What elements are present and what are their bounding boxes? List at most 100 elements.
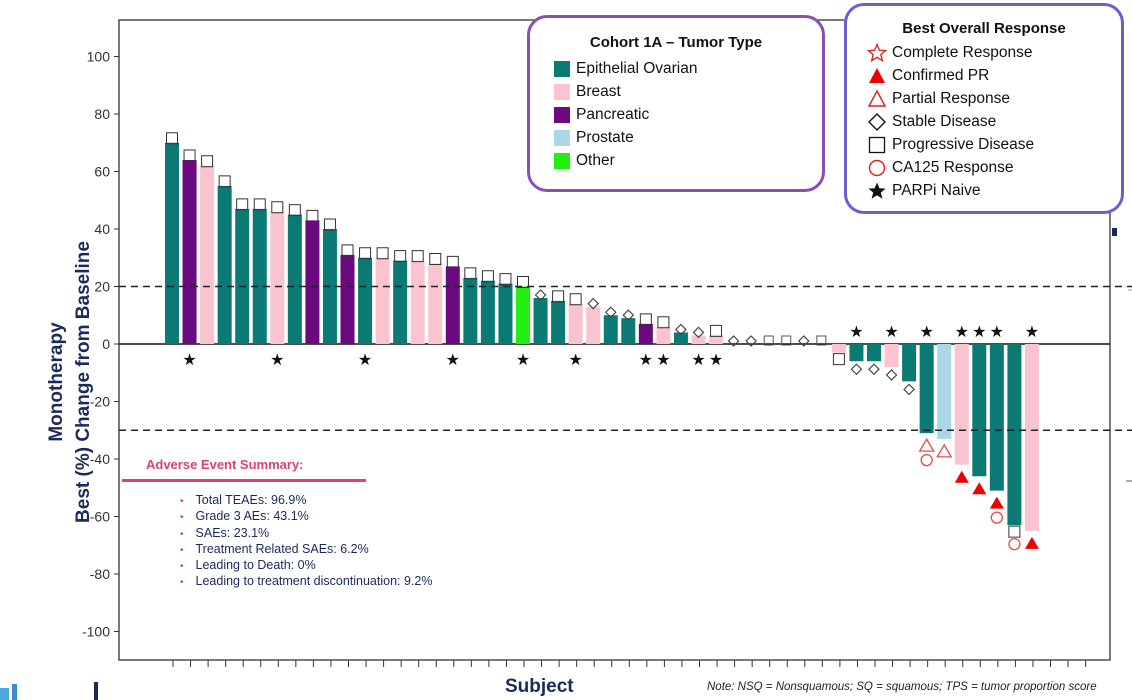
- bar: [182, 160, 197, 344]
- ca125-response-marker: [920, 453, 933, 467]
- adverse-event-list: • Total TEAEs: 96.9% • Grade 3 AEs: 43.1% • S…: [180, 492, 432, 590]
- response-legend-label: Partial Response: [892, 89, 1011, 107]
- progressive-disease-marker: [359, 247, 372, 260]
- bar: [831, 344, 846, 353]
- star-filled-icon: [868, 182, 886, 199]
- partial-response-marker: [936, 443, 953, 458]
- x-axis-label: Subject: [505, 676, 574, 697]
- progressive-disease-marker: [657, 316, 670, 329]
- y-tick-label: 80: [94, 106, 110, 122]
- legend-swatch: [554, 152, 570, 169]
- parpi-naive-star: ★: [516, 350, 530, 369]
- y-axis-label-line2: Best (%) Change from Baseline: [73, 241, 94, 523]
- response-legend-item: Progressive Disease: [867, 133, 1121, 156]
- y-tick-label: -100: [82, 624, 110, 640]
- bar: [586, 306, 601, 344]
- confirmed-pr-marker: [989, 496, 1004, 509]
- progressive-disease-marker: [569, 293, 582, 306]
- bar: [1024, 344, 1039, 531]
- bullet-icon: •: [180, 512, 184, 524]
- bar: [972, 344, 987, 477]
- diamond-icon: [868, 112, 886, 131]
- stable-disease-marker: [903, 383, 915, 396]
- response-legend-title: Best Overall Response: [902, 20, 1066, 37]
- y-tick-label: -20: [90, 394, 110, 410]
- progressive-disease-marker: [306, 209, 319, 222]
- parpi-naive-star: ★: [270, 350, 284, 369]
- parpi-naive-star: ★: [656, 350, 670, 369]
- progressive-disease-marker: [341, 244, 354, 257]
- triangle-outline-icon: [867, 89, 887, 107]
- progressive-disease-marker: [166, 132, 178, 145]
- stable-disease-marker: [587, 297, 600, 310]
- bar: [463, 277, 478, 344]
- response-legend-item: Complete Response: [867, 41, 1121, 64]
- bar: [445, 266, 460, 344]
- response-legend-item: PARPi Naive: [867, 179, 1121, 202]
- y-tick-label: 20: [94, 279, 110, 295]
- bar: [638, 323, 653, 344]
- progressive-disease-marker: [288, 204, 301, 217]
- tumor-legend-title: Cohort 1A – Tumor Type: [589, 34, 763, 51]
- response-markers: ★ ★ ★ ★ ★ ★ ★ ★ ★ ★★ ★ ★ ★ ★ ★ ★: [166, 132, 1039, 551]
- response-legend-item: Partial Response: [867, 87, 1121, 110]
- progressive-disease-marker: [499, 273, 512, 286]
- tumor-legend-items: Epithelial Ovarian Breast Pancreatic Prosta…: [530, 57, 822, 172]
- stable-disease-marker: [534, 289, 547, 301]
- bullet-icon: •: [180, 544, 184, 556]
- bullet-icon: •: [180, 528, 184, 540]
- progressive-disease-marker: [271, 201, 284, 214]
- tumor-legend-item: Other: [554, 149, 822, 172]
- bar: [217, 185, 232, 344]
- logo-fragment-icon: [0, 682, 98, 700]
- y-tick-label: 0: [102, 336, 110, 352]
- progressive-disease-marker: [323, 218, 336, 231]
- tumor-type-legend: Cohort 1A – Tumor Type Epithelial Ovaria…: [527, 15, 825, 192]
- parpi-naive-star: ★: [919, 322, 933, 341]
- response-legend-label: Confirmed PR: [892, 66, 990, 84]
- bullet-icon: •: [180, 577, 184, 589]
- response-legend-label: Stable Disease: [892, 112, 997, 130]
- right-edge-decoration: [1112, 228, 1132, 482]
- progressive-disease-marker: [218, 175, 231, 188]
- adverse-event-title: Adverse Event Summary:: [146, 457, 304, 472]
- bar: [849, 344, 864, 362]
- confirmed-pr-marker: [954, 470, 969, 483]
- y-tick-label: 60: [94, 164, 110, 180]
- bar: [656, 326, 671, 344]
- response-legend-label: CA125 Response: [892, 158, 1014, 176]
- bar: [1007, 344, 1022, 526]
- x-axis: [172, 660, 1087, 667]
- parpi-naive-star: ★: [972, 322, 986, 341]
- response-legend: Best Overall Response Complete Response C…: [844, 3, 1124, 214]
- adverse-event-text: SAEs: 23.1%: [195, 525, 270, 540]
- response-legend-item: CA125 Response: [867, 156, 1121, 179]
- parpi-naive-star: ★: [691, 350, 705, 369]
- y-tick-label: -60: [90, 509, 110, 525]
- bar: [200, 165, 215, 344]
- progressive-disease-marker: [639, 313, 652, 326]
- bar-series: [165, 142, 1039, 531]
- bar: [428, 263, 443, 344]
- bar: [533, 298, 548, 344]
- response-legend-label: Complete Response: [892, 43, 1033, 61]
- bar: [393, 260, 408, 344]
- bar: [516, 286, 530, 344]
- stable-disease-marker: [692, 326, 705, 339]
- progressive-disease-marker: [394, 250, 407, 263]
- progressive-disease-marker: [429, 253, 442, 265]
- response-legend-item: Confirmed PR: [867, 64, 1121, 87]
- stable-disease-marker: [675, 323, 687, 336]
- stable-disease-marker: [797, 335, 810, 347]
- stable-disease-marker: [727, 335, 740, 347]
- stable-disease-marker: [885, 369, 898, 381]
- y-tick-label: 100: [87, 49, 111, 65]
- bar: [937, 344, 952, 439]
- adverse-event-item: • Grade 3 AEs: 43.1%: [180, 508, 432, 524]
- bar: [340, 254, 355, 344]
- progressive-disease-marker: [710, 324, 723, 337]
- parpi-naive-star: ★: [639, 350, 653, 369]
- bar: [498, 283, 513, 344]
- progressive-disease-marker: [446, 255, 459, 268]
- progressive-disease-marker: [201, 155, 214, 168]
